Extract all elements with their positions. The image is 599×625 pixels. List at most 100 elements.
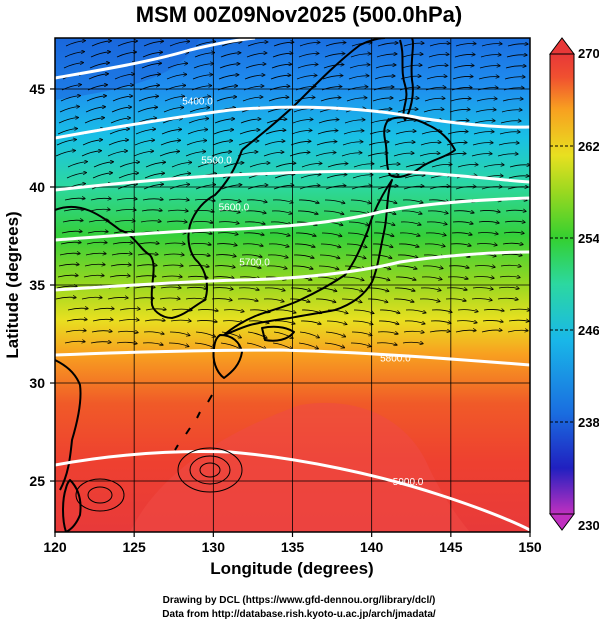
streamline bbox=[379, 309, 400, 313]
streamline bbox=[498, 287, 519, 288]
streamline bbox=[188, 265, 209, 266]
streamline bbox=[272, 342, 292, 349]
streamline bbox=[400, 221, 421, 225]
streamline bbox=[244, 75, 265, 80]
streamline bbox=[63, 63, 83, 69]
x-tick-label: 145 bbox=[439, 539, 463, 555]
streamline bbox=[264, 287, 285, 291]
streamline bbox=[143, 41, 163, 47]
streamline bbox=[342, 142, 363, 146]
streamline bbox=[141, 63, 161, 69]
streamline bbox=[245, 211, 266, 213]
streamline bbox=[398, 243, 419, 247]
streamline bbox=[298, 53, 319, 58]
streamline bbox=[351, 186, 372, 190]
streamline bbox=[217, 86, 238, 91]
streamline bbox=[376, 343, 397, 345]
streamline bbox=[377, 43, 398, 47]
streamline bbox=[142, 52, 162, 58]
colorbar-scale bbox=[549, 53, 575, 515]
streamline bbox=[160, 140, 180, 146]
streamline bbox=[352, 175, 373, 179]
streamline bbox=[273, 185, 294, 190]
streamline bbox=[379, 164, 400, 168]
streamline bbox=[481, 187, 502, 190]
streamline bbox=[269, 86, 290, 91]
streamline bbox=[424, 98, 445, 102]
streamline bbox=[166, 74, 187, 80]
streamline bbox=[136, 265, 157, 266]
streamline bbox=[347, 87, 368, 91]
streamline bbox=[240, 119, 261, 124]
streamline bbox=[166, 221, 187, 222]
streamline bbox=[451, 87, 472, 91]
streamline bbox=[249, 163, 270, 168]
streamline bbox=[327, 309, 348, 313]
streamline bbox=[111, 107, 131, 113]
streamline bbox=[114, 74, 134, 80]
streamline bbox=[290, 287, 311, 291]
streamline bbox=[393, 298, 414, 302]
streamline bbox=[112, 96, 132, 102]
streamline bbox=[164, 243, 185, 244]
streamline bbox=[274, 320, 295, 324]
streamline bbox=[395, 276, 416, 280]
streamline bbox=[374, 76, 395, 80]
streamline bbox=[167, 210, 188, 211]
streamline bbox=[55, 151, 75, 157]
streamline bbox=[348, 76, 369, 80]
streamline bbox=[503, 88, 524, 91]
streamline bbox=[267, 254, 288, 258]
streamline bbox=[194, 342, 214, 348]
colorbar-tick-label: 246 bbox=[578, 323, 599, 338]
streamline bbox=[221, 331, 241, 338]
streamline bbox=[216, 244, 237, 246]
streamline bbox=[448, 266, 469, 268]
streamline bbox=[107, 297, 128, 299]
streamline bbox=[185, 152, 206, 157]
streamline bbox=[242, 97, 263, 102]
streamline bbox=[508, 176, 529, 179]
plot-area: 5400.0 5500.0 5600.0 5700.0 5800.0 5900.0 bbox=[55, 38, 530, 532]
streamline bbox=[394, 287, 415, 291]
streamline bbox=[298, 342, 318, 349]
credit-line-2: Data from http://database.rish.kyoto-u.a… bbox=[162, 609, 436, 620]
streamline bbox=[402, 199, 423, 203]
streamline bbox=[326, 175, 347, 179]
streamline bbox=[317, 131, 338, 135]
y-tick-label: 40 bbox=[29, 179, 45, 195]
streamline bbox=[193, 64, 214, 69]
streamline bbox=[298, 199, 319, 203]
streamline bbox=[275, 309, 296, 313]
streamline bbox=[88, 74, 108, 80]
streamline bbox=[160, 287, 181, 288]
streamline bbox=[297, 210, 318, 214]
streamline bbox=[341, 298, 362, 302]
streamline bbox=[273, 331, 293, 338]
streamline bbox=[369, 131, 390, 135]
streamline bbox=[320, 98, 341, 102]
streamline bbox=[58, 118, 78, 124]
streamline bbox=[144, 320, 165, 321]
streamline bbox=[353, 309, 374, 313]
korea-coast bbox=[55, 149, 243, 319]
streamline bbox=[116, 198, 137, 200]
streamline bbox=[220, 53, 241, 58]
streamline bbox=[497, 298, 518, 299]
streamline bbox=[213, 130, 234, 135]
streamline bbox=[324, 342, 344, 348]
streamline bbox=[482, 320, 503, 322]
streamline bbox=[138, 243, 159, 244]
contour-5400 bbox=[55, 38, 256, 80]
streamline bbox=[109, 275, 130, 277]
streamline bbox=[474, 121, 495, 124]
streamline bbox=[419, 153, 440, 157]
streamline bbox=[164, 96, 185, 102]
streamline bbox=[271, 210, 292, 214]
streamline bbox=[186, 141, 207, 146]
streamline bbox=[473, 132, 494, 135]
streamline bbox=[397, 109, 418, 113]
streamline bbox=[268, 243, 289, 247]
streamline bbox=[504, 77, 525, 80]
streamline bbox=[343, 276, 364, 280]
